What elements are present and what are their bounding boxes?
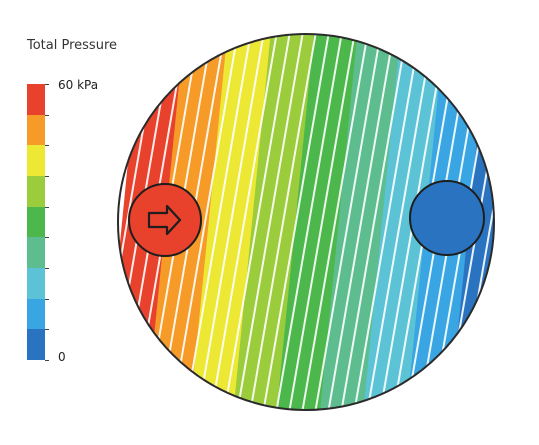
channel-stripe [299, 34, 371, 410]
legend-title: Total Pressure [27, 38, 118, 53]
arrow-right-icon [147, 204, 182, 236]
legend-color-bar [27, 84, 49, 361]
legend-swatch [27, 268, 45, 299]
channel-stripe [273, 34, 345, 410]
legend-tick [45, 207, 49, 208]
legend-swatch [27, 298, 45, 330]
legend-max-label: 60 kPa [58, 78, 99, 92]
legend-tick [45, 299, 49, 300]
channel-stripe [40, 20, 110, 425]
channel-stripe [495, 20, 539, 425]
channel-stripe [286, 34, 358, 410]
channel-stripe [508, 20, 539, 425]
channel-stripe [221, 34, 293, 410]
legend-swatch [27, 84, 45, 115]
legend-swatch [27, 237, 45, 269]
inlet-port [128, 183, 202, 257]
channel-stripe [118, 34, 124, 410]
channel-stripe [521, 20, 539, 425]
legend-tick [45, 115, 49, 116]
channel-stripe [260, 34, 332, 410]
channel-stripe [169, 34, 241, 410]
legend-swatch [27, 329, 45, 361]
channel-stripe [364, 34, 436, 410]
outlet-port [409, 180, 485, 256]
legend-tick [45, 360, 49, 361]
channel-stripe [195, 34, 267, 410]
legend-tick [45, 176, 49, 177]
disc-outline [117, 33, 495, 411]
legend-tick [45, 84, 49, 85]
channel-stripe [208, 34, 280, 410]
channel-stripe [325, 34, 397, 410]
channel-stripe [351, 34, 423, 410]
channel-stripe [312, 34, 384, 410]
legend-min-label: 0 [58, 350, 66, 364]
legend-swatch [27, 206, 45, 238]
legend-tick [45, 329, 49, 330]
inlet-circle [128, 183, 202, 257]
legend-swatch [27, 114, 45, 146]
channel-stripe [234, 34, 306, 410]
legend-swatch [27, 145, 45, 177]
legend-tick [45, 268, 49, 269]
channel-stripe [182, 34, 254, 410]
legend-tick [45, 237, 49, 238]
channel-stripe [338, 34, 410, 410]
circle-icon [409, 180, 485, 256]
channel-stripe [247, 34, 319, 410]
legend-swatch [27, 176, 45, 207]
legend-tick [45, 145, 49, 146]
channel-stripe [534, 20, 539, 425]
